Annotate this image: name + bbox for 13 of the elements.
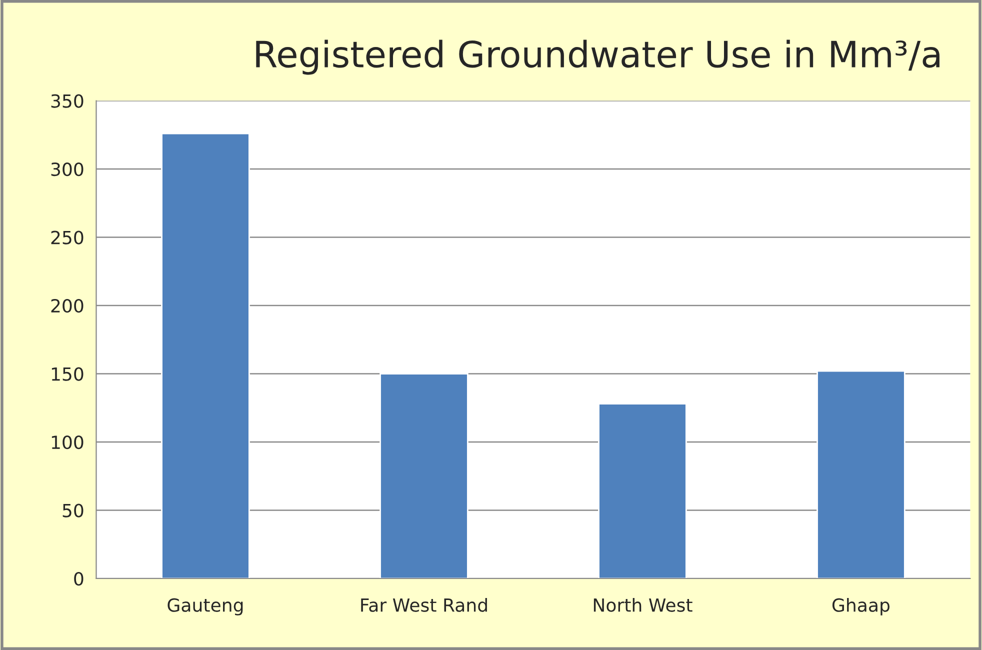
x-tick-label: North West [594,598,692,612]
x-tick-label: Ghaap [832,598,890,616]
y-tick-label: 250 [51,230,84,244]
x-tick-label: Gauteng [168,598,243,616]
y-tick-label: 350 [51,94,84,108]
chart-title: Registered Groundwater Use in Mm³/a [256,40,940,75]
x-tick-label: Far West Rand [361,598,487,612]
y-tick-label: 200 [51,298,84,313]
y-tick-label: 0 [74,572,84,586]
y-tick-label: 50 [62,504,84,518]
y-tick-label: 300 [51,162,84,176]
y-tick-label: 150 [52,367,84,381]
y-tick-label: 100 [52,435,84,450]
